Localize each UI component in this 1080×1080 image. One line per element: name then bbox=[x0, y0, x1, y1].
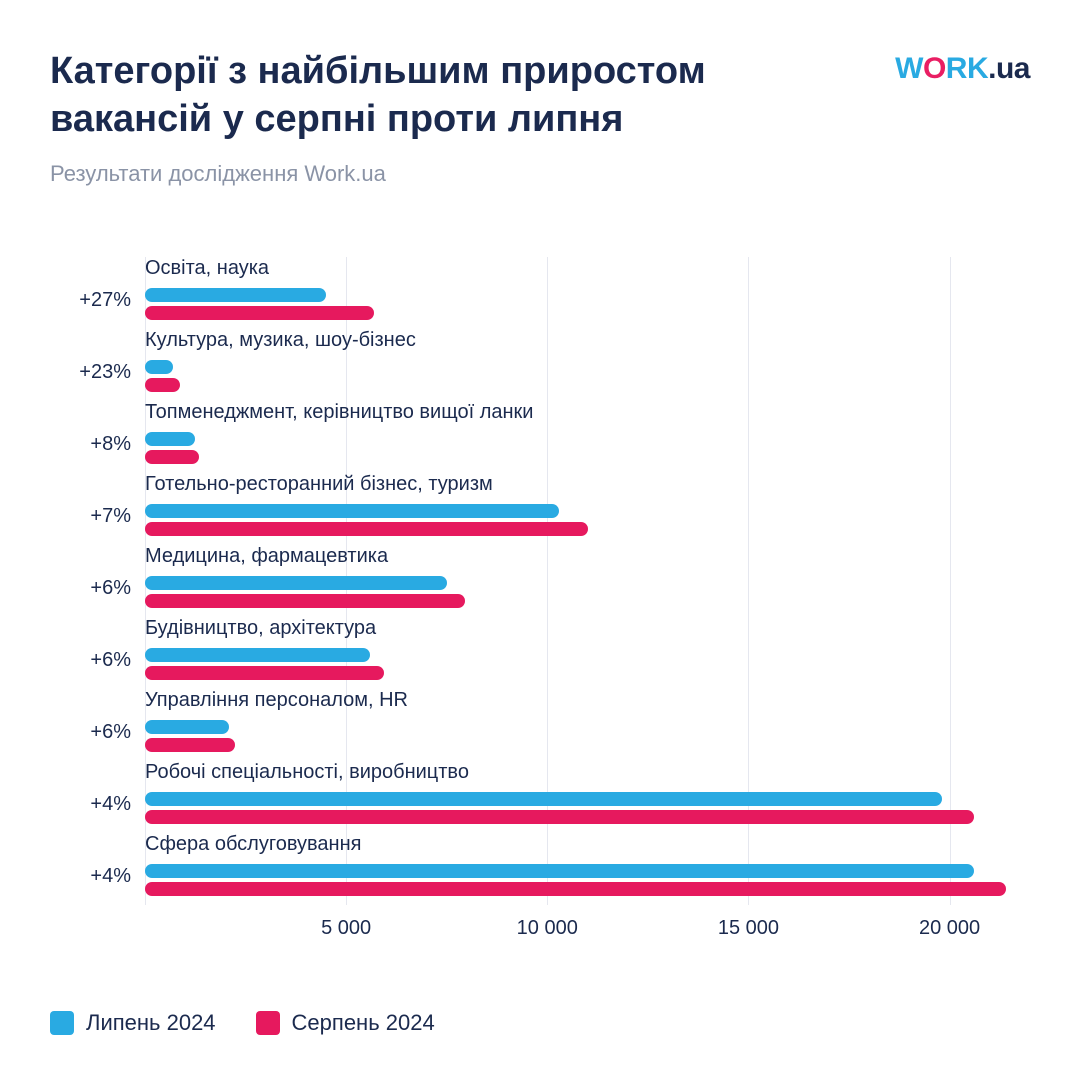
pct-cell: +6% bbox=[50, 545, 145, 617]
category-label: Будівництво, архітектура bbox=[145, 617, 1030, 640]
header: Категорії з найбільшим приростом вакансі… bbox=[50, 48, 1030, 143]
bar-series-b bbox=[145, 378, 180, 392]
pct-label: +6% bbox=[50, 649, 145, 672]
pct-label: +6% bbox=[50, 577, 145, 600]
x-tick-label: 15 000 bbox=[718, 917, 779, 940]
pct-cell: +27% bbox=[50, 257, 145, 329]
category-label: Топменеджмент, керівництво вищої ланки bbox=[145, 401, 1030, 424]
logo-part-a: W bbox=[895, 52, 923, 85]
bar-series-a bbox=[145, 504, 559, 518]
bar-series-b bbox=[145, 306, 374, 320]
bar-series-a bbox=[145, 648, 370, 662]
pct-label: +23% bbox=[50, 361, 145, 384]
chart-row: Сфера обслуговування bbox=[145, 833, 1030, 905]
bar-group bbox=[145, 648, 1030, 680]
pct-label: +4% bbox=[50, 865, 145, 888]
chart-row: Топменеджмент, керівництво вищої ланки bbox=[145, 401, 1030, 473]
bar-group bbox=[145, 504, 1030, 536]
x-axis: 5 000 10 000 15 000 20 000 bbox=[145, 905, 1030, 945]
bar-series-b bbox=[145, 738, 235, 752]
chart-row: Медицина, фармацевтика bbox=[145, 545, 1030, 617]
legend-swatch bbox=[50, 1011, 74, 1035]
legend-label: Липень 2024 bbox=[86, 1010, 216, 1036]
pct-cell: +7% bbox=[50, 473, 145, 545]
work-ua-logo: WORK.ua bbox=[895, 52, 1030, 86]
legend-item: Серпень 2024 bbox=[256, 1010, 435, 1036]
bar-series-a bbox=[145, 864, 974, 878]
bar-series-a bbox=[145, 792, 942, 806]
category-label: Освіта, наука bbox=[145, 257, 1030, 280]
pct-cell: +4% bbox=[50, 833, 145, 905]
logo-part-b: O bbox=[923, 52, 946, 85]
bar-series-a bbox=[145, 360, 173, 374]
bar-group bbox=[145, 792, 1030, 824]
category-label: Сфера обслуговування bbox=[145, 833, 1030, 856]
pct-cell: +6% bbox=[50, 689, 145, 761]
bar-series-a bbox=[145, 288, 326, 302]
bar-series-a bbox=[145, 720, 229, 734]
chart-row: Будівництво, архітектура bbox=[145, 617, 1030, 689]
category-label: Медицина, фармацевтика bbox=[145, 545, 1030, 568]
logo-part-d: .ua bbox=[988, 52, 1030, 85]
category-label: Робочі спеціальності, виробництво bbox=[145, 761, 1030, 784]
chart-row: Готельно-ресторанний бізнес, туризм bbox=[145, 473, 1030, 545]
bar-series-b bbox=[145, 450, 199, 464]
pct-label: +27% bbox=[50, 289, 145, 312]
bar-series-b bbox=[145, 594, 465, 608]
chart-row: Культура, музика, шоу-бізнес bbox=[145, 329, 1030, 401]
page-subtitle: Результати дослідження Work.ua bbox=[50, 161, 1030, 187]
bar-group bbox=[145, 576, 1030, 608]
legend-item: Липень 2024 bbox=[50, 1010, 216, 1036]
category-label: Управління персоналом, HR bbox=[145, 689, 1030, 712]
pct-label: +8% bbox=[50, 433, 145, 456]
plot-area: Освіта, наука Культура, музика, шоу-бізне… bbox=[145, 257, 1030, 905]
bar-group bbox=[145, 360, 1030, 392]
page-title: Категорії з найбільшим приростом вакансі… bbox=[50, 48, 810, 143]
x-tick-label: 5 000 bbox=[321, 917, 371, 940]
bar-chart: +27% +23% +8% +7% +6% +6% +6% +4% +4% Освіта, на… bbox=[50, 257, 1030, 905]
chart-row: Робочі спеціальності, виробництво bbox=[145, 761, 1030, 833]
pct-column: +27% +23% +8% +7% +6% +6% +6% +4% +4% bbox=[50, 257, 145, 905]
chart-row: Управління персоналом, HR bbox=[145, 689, 1030, 761]
legend-label: Серпень 2024 bbox=[292, 1010, 435, 1036]
bar-group bbox=[145, 288, 1030, 320]
pct-label: +4% bbox=[50, 793, 145, 816]
pct-cell: +8% bbox=[50, 401, 145, 473]
bar-group bbox=[145, 432, 1030, 464]
legend: Липень 2024 Серпень 2024 bbox=[50, 1010, 435, 1036]
x-tick-label: 10 000 bbox=[517, 917, 578, 940]
pct-cell: +6% bbox=[50, 617, 145, 689]
bar-series-a bbox=[145, 432, 195, 446]
logo-part-c: RK bbox=[946, 52, 988, 85]
bar-series-a bbox=[145, 576, 447, 590]
bar-series-b bbox=[145, 810, 974, 824]
category-label: Готельно-ресторанний бізнес, туризм bbox=[145, 473, 1030, 496]
bar-group bbox=[145, 864, 1030, 896]
bar-series-b bbox=[145, 522, 588, 536]
bar-group bbox=[145, 720, 1030, 752]
bar-series-b bbox=[145, 882, 1006, 896]
pct-cell: +23% bbox=[50, 329, 145, 401]
category-label: Культура, музика, шоу-бізнес bbox=[145, 329, 1030, 352]
pct-label: +6% bbox=[50, 721, 145, 744]
bar-series-b bbox=[145, 666, 384, 680]
pct-cell: +4% bbox=[50, 761, 145, 833]
legend-swatch bbox=[256, 1011, 280, 1035]
bar-rows: Освіта, наука Культура, музика, шоу-бізне… bbox=[145, 257, 1030, 905]
chart-row: Освіта, наука bbox=[145, 257, 1030, 329]
pct-label: +7% bbox=[50, 505, 145, 528]
x-tick-label: 20 000 bbox=[919, 917, 980, 940]
